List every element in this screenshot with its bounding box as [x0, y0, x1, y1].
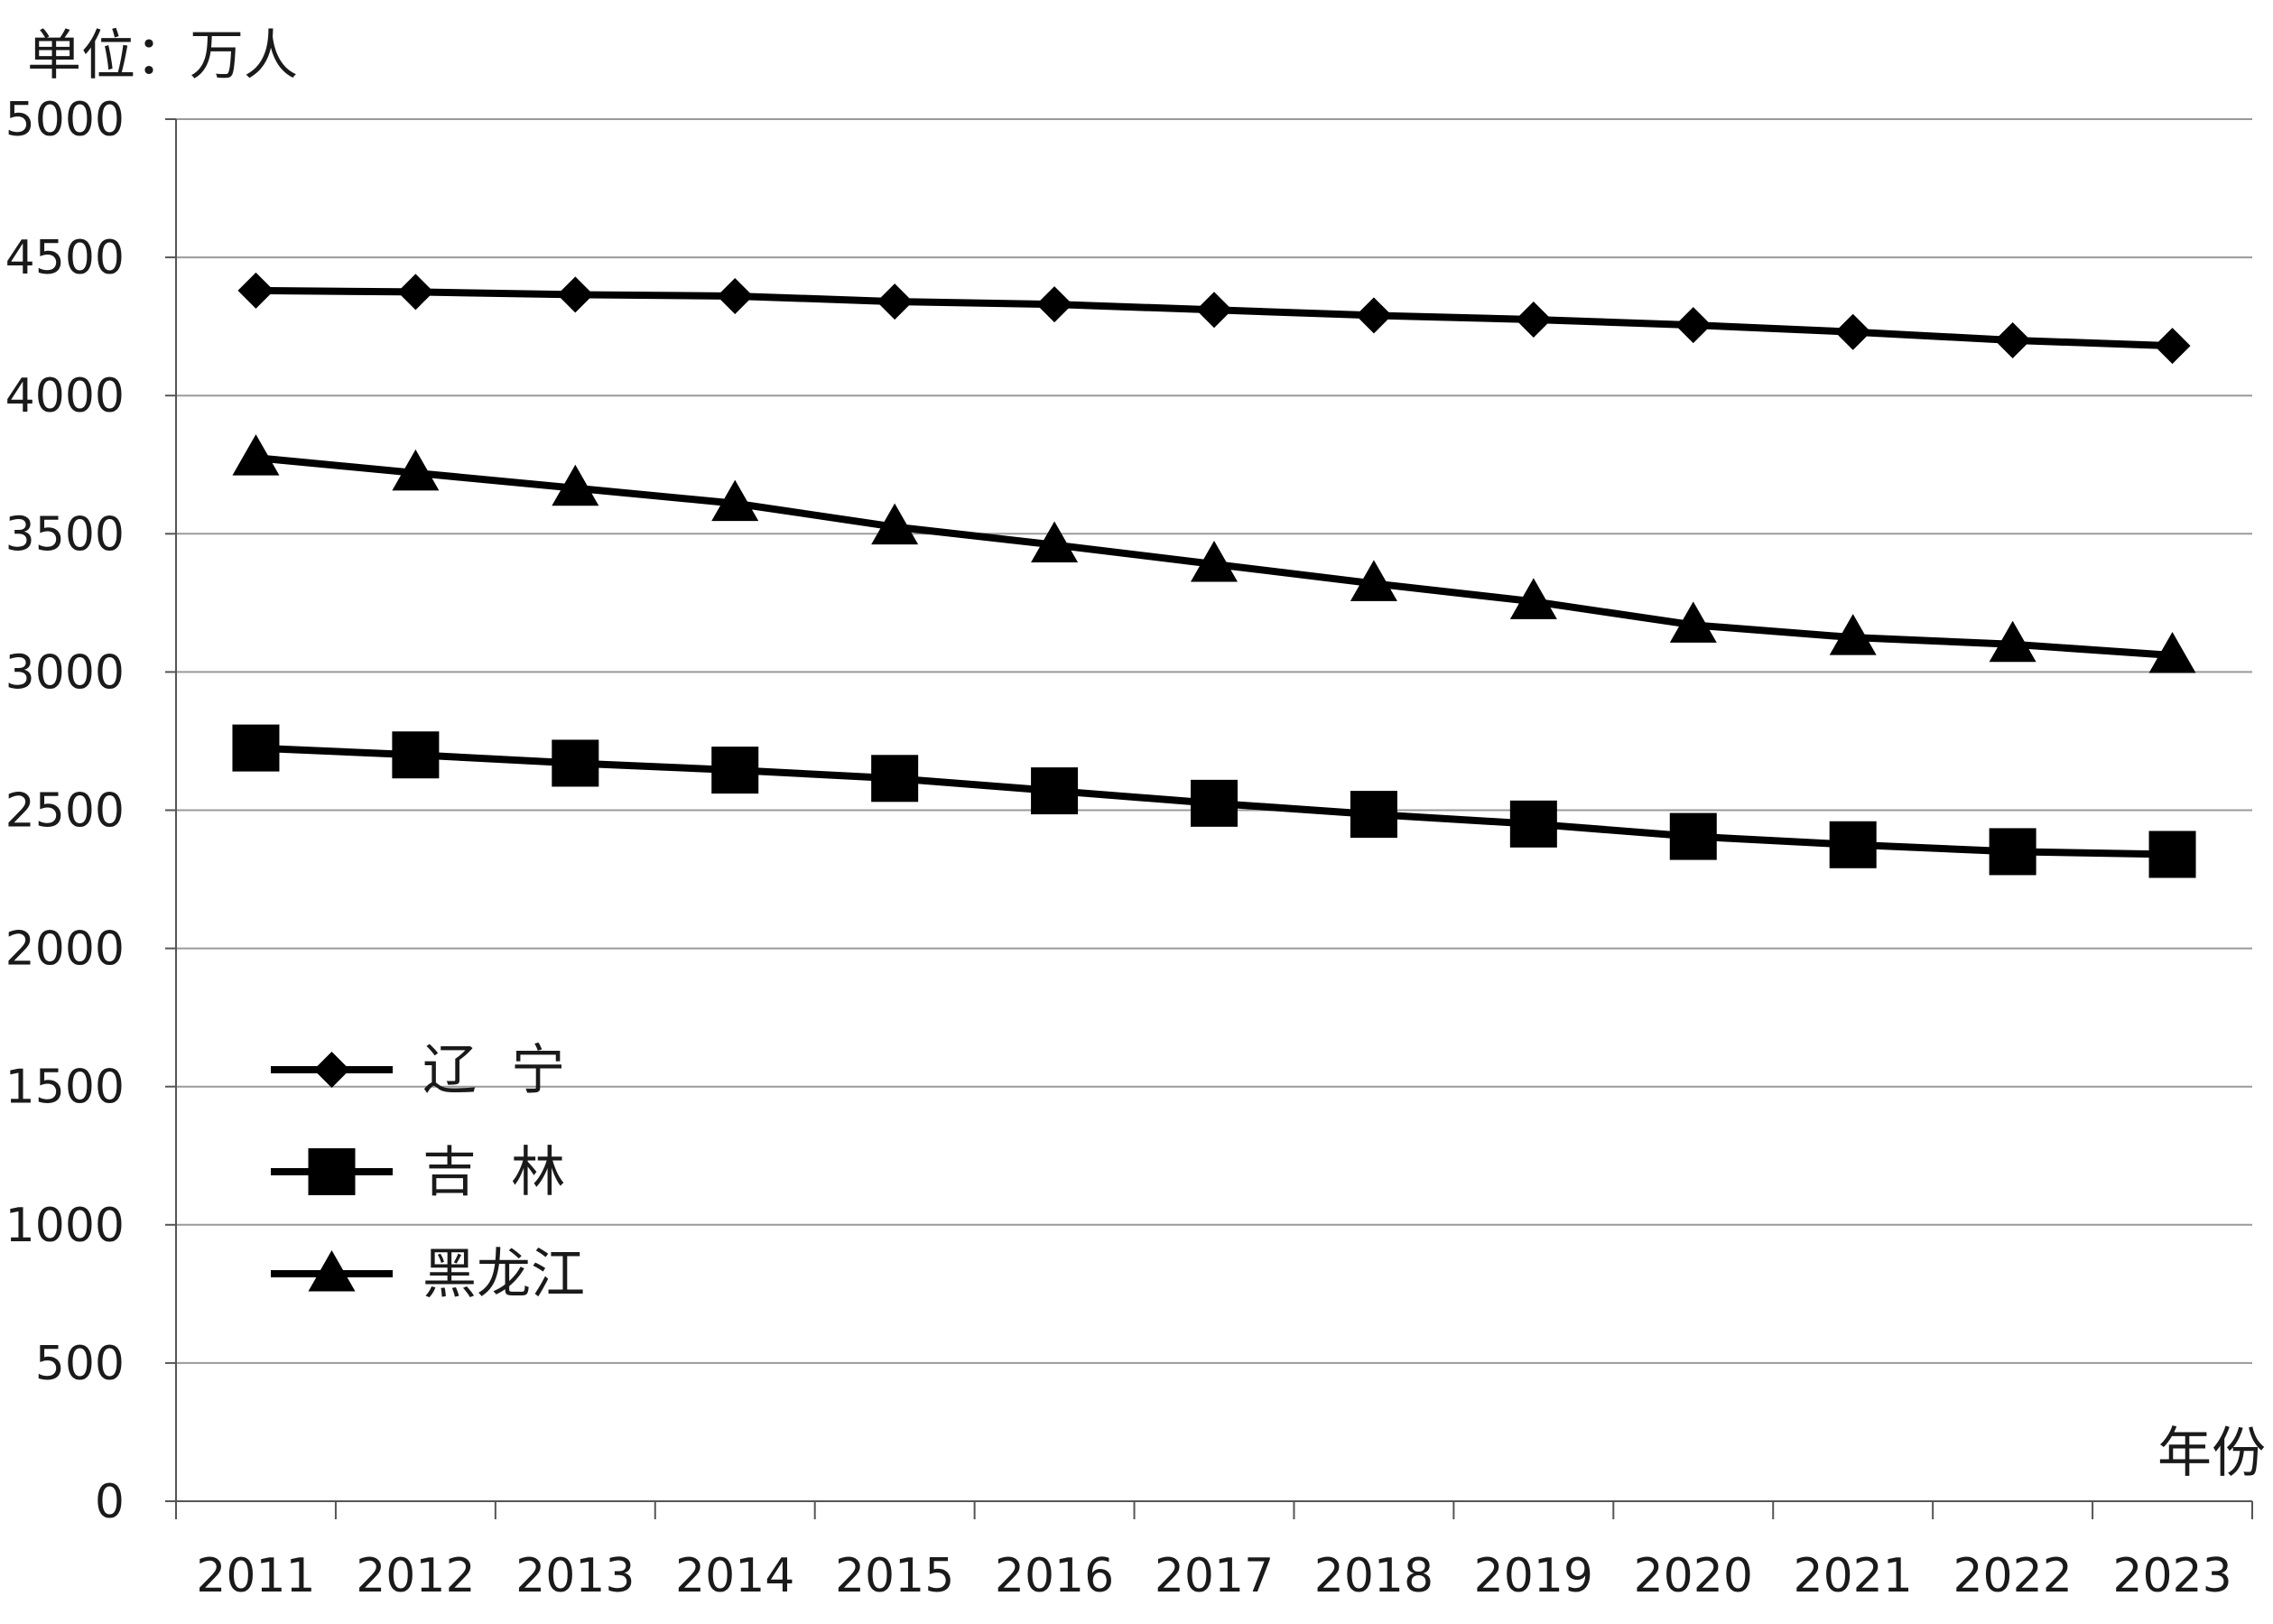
- y-tick-label: 1500: [5, 1061, 125, 1115]
- x-tick-label: 2012: [356, 1549, 475, 1603]
- data-point-triangle: [1669, 601, 1717, 643]
- data-point-square: [1191, 779, 1238, 827]
- legend-item: 辽 宁: [271, 1039, 565, 1102]
- data-point-diamond: [557, 276, 594, 313]
- data-point-triangle: [1829, 614, 1877, 655]
- data-point-square: [871, 755, 919, 803]
- y-tick-label: 4500: [5, 231, 125, 285]
- series-diamond: [237, 272, 2191, 365]
- data-point-diamond: [2154, 328, 2191, 365]
- data-point-diamond: [1515, 301, 1552, 338]
- y-tick-label: 1000: [5, 1199, 125, 1253]
- data-point-square: [1669, 812, 1717, 860]
- y-tick-label: 3500: [5, 507, 125, 561]
- x-tick-label: 2021: [1794, 1549, 1913, 1603]
- data-point-square: [1829, 821, 1877, 868]
- unit-label: 单位：万人: [27, 24, 298, 88]
- data-point-triangle: [392, 449, 440, 491]
- x-axis-title: 年份: [2157, 1422, 2266, 1485]
- data-point-triangle: [1191, 540, 1238, 582]
- data-point-triangle: [1031, 521, 1079, 563]
- data-point-triangle: [1989, 620, 2036, 663]
- data-point-square: [2148, 831, 2196, 878]
- x-tick-label: 2018: [1314, 1549, 1433, 1603]
- data-point-diamond: [1834, 313, 1871, 350]
- legend-label: 吉 林: [422, 1141, 565, 1204]
- data-point-square: [392, 731, 440, 779]
- x-tick-label: 2017: [1155, 1549, 1274, 1603]
- data-point-triangle: [552, 464, 599, 506]
- y-tick-label: 4000: [5, 369, 125, 423]
- data-point-diamond: [1196, 292, 1232, 329]
- x-tick-label: 2011: [196, 1549, 315, 1603]
- y-tick-label: 2000: [5, 923, 125, 977]
- data-point-triangle: [308, 1250, 356, 1292]
- data-point-diamond: [877, 283, 914, 320]
- data-point-triangle: [232, 434, 280, 476]
- data-point-square: [308, 1148, 356, 1195]
- y-tick-label: 500: [35, 1337, 125, 1391]
- data-point-square: [1989, 828, 2036, 876]
- data-point-square: [552, 739, 599, 787]
- data-point-diamond: [1036, 286, 1073, 323]
- legend-item: 吉 林: [271, 1141, 565, 1204]
- y-tick-label: 5000: [5, 93, 125, 147]
- data-point-square: [711, 747, 759, 794]
- axes: 0 500 1000 1500 2000 2500 3000 3500 4000 4500 5000…: [5, 93, 2253, 1603]
- x-tick-label: 2022: [1953, 1549, 2072, 1603]
- data-point-diamond: [1675, 307, 1712, 344]
- data-point-diamond: [237, 272, 274, 309]
- data-point-diamond: [313, 1052, 350, 1088]
- data-point-square: [1350, 791, 1397, 839]
- x-tick-label: 2014: [675, 1549, 794, 1603]
- y-tick-label: 3000: [5, 645, 125, 700]
- data-point-triangle: [1350, 560, 1397, 601]
- data-point-square: [1031, 767, 1079, 815]
- data-point-triangle: [1509, 578, 1557, 619]
- legend-label: 辽 宁: [422, 1039, 565, 1102]
- data-point-triangle: [871, 503, 919, 545]
- data-point-square: [232, 724, 280, 772]
- x-tick-label: 2015: [835, 1549, 954, 1603]
- x-tick-label: 2020: [1634, 1549, 1753, 1603]
- data-point-diamond: [1355, 297, 1392, 334]
- series-square: [232, 724, 2196, 878]
- data-point-diamond: [1994, 321, 2031, 358]
- series-triangle: [232, 434, 2196, 673]
- y-tick-label: 0: [95, 1475, 125, 1529]
- data-point-diamond: [397, 274, 434, 311]
- x-tick-label: 2019: [1474, 1549, 1593, 1603]
- legend-label: 黑龙江: [422, 1243, 585, 1306]
- legend-item: 黑龙江: [271, 1243, 585, 1306]
- data-point-triangle: [711, 479, 759, 522]
- x-tick-label: 2013: [515, 1549, 635, 1603]
- data-point-diamond: [717, 277, 754, 314]
- data-point-triangle: [2148, 632, 2196, 673]
- series-lines: [232, 272, 2196, 878]
- data-point-square: [1509, 800, 1557, 848]
- y-tick-label: 2500: [5, 784, 125, 839]
- x-tick-label: 2023: [2112, 1549, 2231, 1603]
- x-tick-label: 2016: [995, 1549, 1114, 1603]
